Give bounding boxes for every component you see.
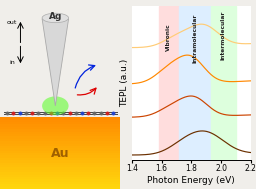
Bar xyxy=(0,148,120,151)
Text: in: in xyxy=(9,60,15,65)
Text: Intramolecular: Intramolecular xyxy=(193,14,198,63)
Bar xyxy=(0,175,120,177)
Bar xyxy=(0,139,120,141)
Bar xyxy=(0,177,120,179)
Text: Vibronic: Vibronic xyxy=(166,23,171,51)
Bar xyxy=(211,6,236,160)
Bar xyxy=(0,167,120,170)
Bar xyxy=(0,122,120,124)
X-axis label: Photon Energy (eV): Photon Energy (eV) xyxy=(147,176,235,185)
FancyBboxPatch shape xyxy=(0,0,120,123)
Polygon shape xyxy=(42,19,69,106)
Bar xyxy=(0,165,120,167)
Bar xyxy=(0,179,120,182)
Ellipse shape xyxy=(42,96,69,115)
Text: Intermolecular: Intermolecular xyxy=(221,11,226,60)
Bar xyxy=(0,187,120,189)
Bar xyxy=(0,182,120,184)
Bar xyxy=(0,160,120,163)
Bar xyxy=(0,120,120,122)
Y-axis label: TEPL (a.u.): TEPL (a.u.) xyxy=(120,59,129,107)
Bar xyxy=(0,151,120,153)
Bar xyxy=(0,184,120,187)
Bar xyxy=(0,163,120,165)
Bar xyxy=(0,172,120,175)
Bar xyxy=(0,146,120,148)
Text: Au: Au xyxy=(51,147,69,160)
Bar xyxy=(0,124,120,127)
Bar xyxy=(0,129,120,132)
Bar xyxy=(0,136,120,139)
Bar xyxy=(0,134,120,136)
Bar xyxy=(0,153,120,156)
Text: Ag: Ag xyxy=(49,12,62,21)
Bar xyxy=(0,156,120,158)
Bar xyxy=(0,158,120,160)
Bar xyxy=(0,143,120,146)
Bar xyxy=(159,6,179,160)
Bar xyxy=(0,127,120,129)
Text: out: out xyxy=(7,20,17,25)
Bar xyxy=(179,6,211,160)
Ellipse shape xyxy=(42,13,69,23)
Bar xyxy=(0,132,120,134)
Bar xyxy=(0,117,120,120)
Bar xyxy=(0,170,120,172)
Bar xyxy=(0,141,120,143)
